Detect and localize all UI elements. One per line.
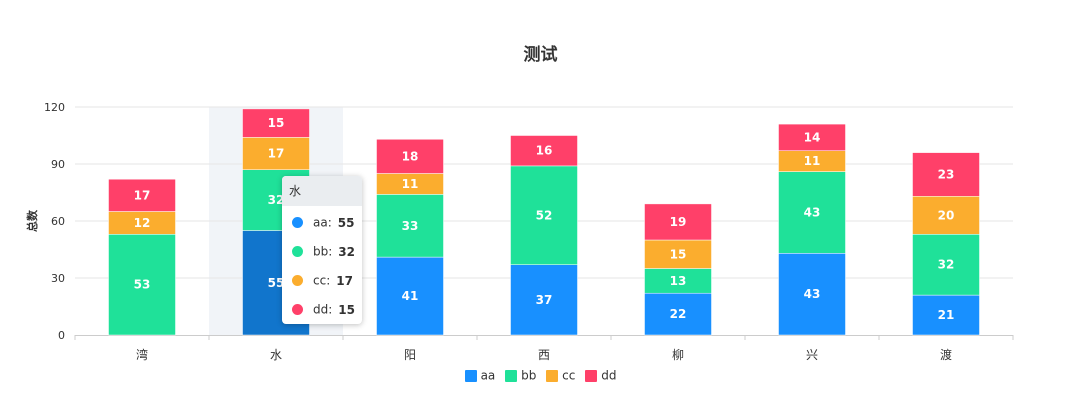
x-tick-label: 兴 [806,348,818,362]
legend-swatch [546,369,559,382]
bar-dd [376,139,444,174]
data-label: 11 [402,177,419,191]
tooltip-item-name: cc: [313,273,331,288]
data-label: 23 [938,167,955,181]
bar-bb [108,234,176,336]
bar-cc [912,196,980,235]
x-tick-label: 渡 [940,347,952,362]
bar-dd [510,135,578,167]
bar-aa [510,264,578,336]
data-label: 20 [938,208,955,222]
bar-dd [644,203,712,241]
tooltip-item-value: 15 [338,302,355,317]
data-label: 12 [134,216,151,230]
tooltip-dot [292,304,303,315]
bar-cc [242,137,310,170]
y-axis-label: 总数 [25,209,39,232]
data-label: 53 [134,278,151,292]
y-tick-label: 60 [51,215,65,228]
legend-item-bb[interactable]: bb [505,368,536,383]
x-tick-label: 柳 [672,348,684,362]
tooltip: 水 aa: 55 bb: 32 cc: 17 dd: 15 [282,176,362,324]
x-tick-label: 水 [270,348,282,362]
data-label: 41 [402,289,419,303]
y-tick-label: 30 [51,272,65,285]
bar-aa [912,294,980,336]
tooltip-item-cc: cc: 17 [292,272,353,288]
tooltip-dot [292,275,303,286]
bar-dd [912,152,980,197]
data-label: 19 [670,215,687,229]
data-label: 22 [670,307,687,321]
data-label: 32 [268,193,285,207]
tooltip-dot [292,217,303,228]
data-label: 21 [938,308,955,322]
tooltip-item-aa: aa: 55 [292,214,354,230]
bar-dd [108,178,176,212]
legend-label: dd [601,368,617,383]
legend-swatch [464,369,477,382]
bar-bb [912,234,980,296]
y-tick-label: 120 [44,101,65,114]
chart-title: 测试 [523,45,558,65]
data-label: 16 [536,144,553,158]
data-label: 15 [268,116,285,130]
legend-item-aa[interactable]: aa [464,368,496,383]
legend-swatch [585,369,598,382]
bar-cc [644,239,712,269]
data-label: 55 [268,276,285,290]
tooltip-dot [292,246,303,257]
legend: aa bb cc dd [0,368,1081,383]
tooltip-item-name: dd: [313,302,333,317]
bar-aa [644,292,712,336]
data-label: 52 [536,208,553,222]
data-label: 43 [804,287,821,301]
bar-dd [242,108,310,138]
data-label: 17 [134,188,151,202]
bar-aa [376,256,444,336]
bar-aa [778,253,846,336]
data-label: 13 [670,274,687,288]
data-label: 11 [804,154,821,168]
tooltip-title: 水 [282,176,362,206]
legend-label: cc [562,368,576,383]
tooltip-item-value: 17 [336,273,353,288]
legend-swatch [505,369,518,382]
bar-bb [778,171,846,254]
data-label: 18 [402,149,419,163]
tooltip-item-dd: dd: 15 [292,301,355,317]
y-tick-label: 0 [58,329,65,342]
bar-bb [644,268,712,294]
legend-item-cc[interactable]: cc [546,368,575,383]
legend-label: aa [480,368,496,383]
tooltip-item-bb: bb: 32 [292,243,355,259]
x-tick-label: 湾 [136,347,148,362]
data-label: 37 [536,293,553,307]
tooltip-item-name: bb: [313,244,333,259]
legend-item-dd[interactable]: dd [585,368,616,383]
data-label: 15 [670,247,687,261]
x-tick-label: 阳 [404,348,416,362]
data-label: 14 [804,130,821,144]
bar-bb [376,194,444,258]
tooltip-item-value: 32 [338,244,355,259]
bar-bb [510,165,578,265]
data-label: 33 [402,219,419,233]
x-tick-label: 西 [538,348,550,362]
data-label: 43 [804,205,821,219]
data-label: 17 [268,147,285,161]
bar-dd [778,123,846,151]
legend-label: bb [521,368,537,383]
y-tick-label: 90 [51,158,65,171]
data-label: 32 [938,258,955,272]
tooltip-item-name: aa: [313,215,332,230]
tooltip-item-value: 55 [337,215,355,230]
